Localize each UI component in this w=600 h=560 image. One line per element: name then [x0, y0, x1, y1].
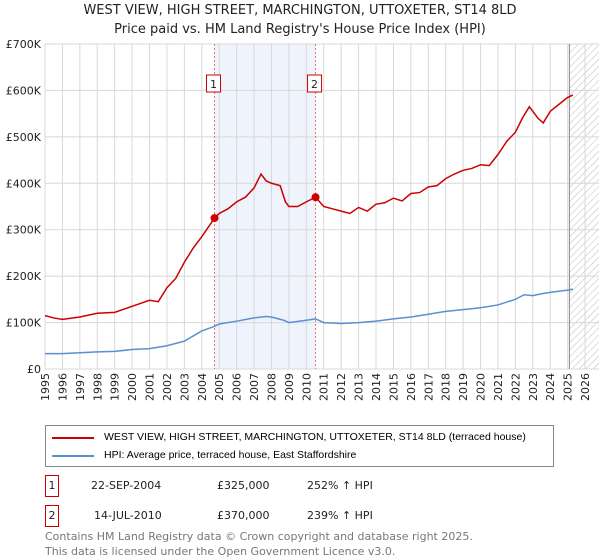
sale-row-1: 1 22-SEP-2004 £325,000 252% ↑ HPI [45, 475, 445, 497]
x-tick-label: 2023 [527, 373, 540, 401]
sale-badge: 1 [45, 475, 59, 497]
sale-marker-badge [206, 74, 222, 93]
sale-marker-badge [307, 74, 323, 93]
sale-date: 22-SEP-2004 [91, 479, 162, 492]
x-tick-label: 2020 [475, 373, 488, 401]
legend: WEST VIEW, HIGH STREET, MARCHINGTON, UTT… [45, 425, 554, 467]
footer-copyright: Contains HM Land Registry data © Crown c… [45, 530, 473, 543]
x-tick-label: 2011 [318, 373, 331, 401]
x-tick-label: 2009 [283, 373, 296, 401]
x-tick-label: 2005 [213, 373, 226, 401]
x-tick-label: 2019 [457, 373, 470, 401]
sale-price: £325,000 [217, 479, 270, 492]
sale-point [311, 193, 320, 202]
sale-marker-label: 1 [210, 78, 217, 91]
x-tick-label: 1996 [56, 373, 69, 401]
x-tick-label: 2007 [248, 373, 261, 401]
x-tick-label: 1999 [109, 373, 122, 401]
y-tick-label: £600K [6, 84, 42, 97]
x-tick-label: 2002 [161, 373, 174, 401]
sale-hpi: 239% ↑ HPI [307, 509, 373, 522]
sale-marker-label: 2 [311, 78, 318, 91]
y-tick-label: £0 [27, 363, 41, 376]
legend-swatch-hpi [52, 454, 94, 457]
x-tick-label: 2021 [492, 373, 505, 401]
y-tick-label: £400K [6, 177, 42, 190]
legend-swatch-property [52, 436, 94, 439]
x-tick-label: 2024 [544, 373, 557, 401]
x-tick-label: 1997 [74, 373, 87, 401]
x-tick-label: 2015 [387, 373, 400, 401]
legend-label-hpi: HPI: Average price, terraced house, East… [104, 449, 357, 461]
chart-subtitle: Price paid vs. HM Land Registry's House … [114, 22, 486, 37]
sale-row-2: 2 14-JUL-2010 £370,000 239% ↑ HPI [45, 505, 445, 527]
x-tick-label: 2022 [509, 373, 522, 401]
sale-point [210, 214, 219, 223]
y-tick-label: £300K [6, 224, 42, 237]
chart-title: WEST VIEW, HIGH STREET, MARCHINGTON, UTT… [83, 3, 517, 18]
x-tick-label: 2006 [231, 373, 244, 401]
x-tick-label: 2008 [265, 373, 278, 401]
x-tick-label: 2025 [562, 373, 575, 401]
y-tick-label: £100K [6, 317, 42, 330]
x-tick-label: 2026 [579, 373, 592, 401]
sale-price: £370,000 [217, 509, 270, 522]
sale-badge: 2 [45, 505, 59, 527]
x-tick-label: 2012 [335, 373, 348, 401]
x-tick-label: 1998 [91, 373, 104, 401]
x-tick-label: 2001 [144, 373, 157, 401]
x-tick-label: 2000 [126, 373, 139, 401]
x-tick-label: 2004 [196, 373, 209, 401]
x-tick-label: 2018 [440, 373, 453, 401]
sale-date: 14-JUL-2010 [94, 509, 162, 522]
hpi-line [45, 288, 573, 355]
x-tick-label: 2016 [405, 373, 418, 401]
footer-licence: This data is licensed under the Open Gov… [45, 545, 396, 558]
x-tick-label: 2003 [178, 373, 191, 401]
legend-label-property: WEST VIEW, HIGH STREET, MARCHINGTON, UTT… [104, 431, 526, 443]
x-tick-label: 2017 [422, 373, 435, 401]
y-tick-label: £200K [6, 270, 42, 283]
forecast-hatch [569, 44, 599, 369]
y-tick-label: £700K [6, 38, 42, 51]
property-price-line [44, 94, 574, 321]
x-tick-label: 1995 [39, 373, 52, 401]
x-tick-label: 2010 [300, 373, 313, 401]
sale-hpi: 252% ↑ HPI [307, 479, 373, 492]
plot-area: 1995 1996 1997 1998 1999 2000 2001 2002 2003 2004… [6, 38, 599, 401]
x-tick-label: 2013 [353, 373, 366, 401]
y-tick-label: £500K [6, 131, 42, 144]
x-tick-label: 2014 [370, 373, 383, 401]
